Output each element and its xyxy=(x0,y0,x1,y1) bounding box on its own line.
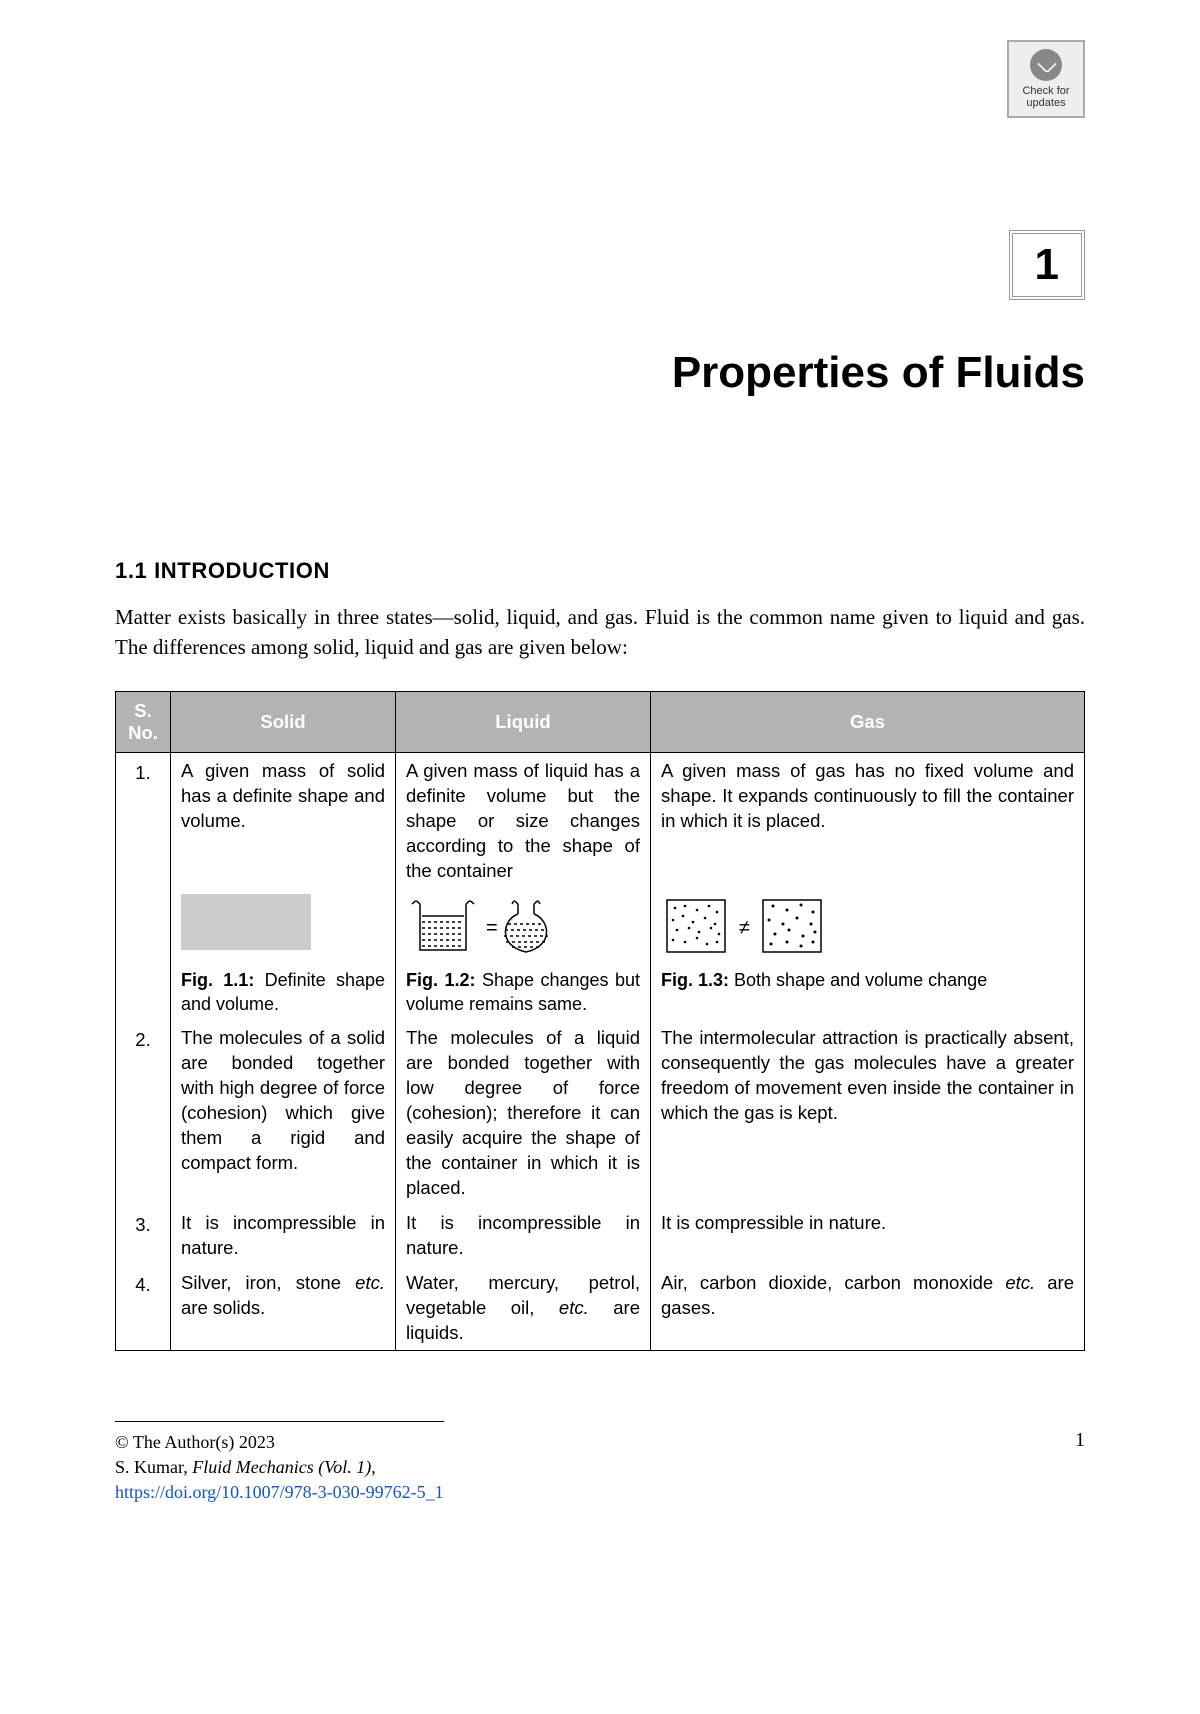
fig-1-3: ≠ xyxy=(651,888,1085,962)
table-row: 1. A given mass of solid has a definite … xyxy=(116,752,1085,887)
th-liquid: Liquid xyxy=(396,691,651,752)
cell-solid: A given mass of solid has a definite sha… xyxy=(171,752,396,887)
cell-liquid: The molecules of a liquid are bonded tog… xyxy=(396,1020,651,1205)
doi-link[interactable]: https://doi.org/10.1007/978-3-030-99762-… xyxy=(115,1482,444,1502)
badge-line1: Check for xyxy=(1022,85,1069,97)
update-icon xyxy=(1030,49,1062,81)
gas-containers-icon: ≠ xyxy=(661,894,841,958)
page-footer: © The Author(s) 2023 S. Kumar, Fluid Mec… xyxy=(115,1421,1085,1506)
cell-gas: The intermolecular attraction is practic… xyxy=(651,1020,1085,1205)
table-row: 3. It is incompressible in nature. It is… xyxy=(116,1205,1085,1265)
cell-gas: A given mass of gas has no fixed volume … xyxy=(651,752,1085,887)
fig-1-2-caption: Fig. 1.2: Shape changes but volume remai… xyxy=(396,962,651,1021)
table-caption-row: Fig. 1.1: Definite shape and volume. Fig… xyxy=(116,962,1085,1021)
liquid-containers-icon: = xyxy=(406,894,576,958)
badge-line2: updates xyxy=(1026,97,1065,109)
table-row: 4. Silver, iron, stone etc. are solids. … xyxy=(116,1265,1085,1350)
cell-sno: 1. xyxy=(116,752,171,887)
svg-text:=: = xyxy=(486,917,498,939)
table-figure-row: = xyxy=(116,888,1085,962)
page: Check for updates 1 Properties of Fluids… xyxy=(0,0,1200,1566)
author-line: S. Kumar, Fluid Mechanics (Vol. 1), xyxy=(115,1455,444,1480)
cell-gas: Air, carbon dioxide, carbon monoxide etc… xyxy=(651,1265,1085,1350)
chapter-number: 1 xyxy=(1009,230,1085,300)
cell-gas: It is compressible in nature. xyxy=(651,1205,1085,1265)
th-gas: Gas xyxy=(651,691,1085,752)
comparison-table: S. No. Solid Liquid Gas 1. A given mass … xyxy=(115,691,1085,1351)
cell-sno: 3. xyxy=(116,1205,171,1265)
cell-liquid: A given mass of liquid has a definite vo… xyxy=(396,752,651,887)
th-solid: Solid xyxy=(171,691,396,752)
section-heading: 1.1 INTRODUCTION xyxy=(115,558,1085,584)
intro-paragraph: Matter exists basically in three states—… xyxy=(115,602,1085,663)
cell-liquid: It is incompressible in nature. xyxy=(396,1205,651,1265)
cell-solid: The molecules of a solid are bonded toge… xyxy=(171,1020,396,1205)
cell-solid: Silver, iron, stone etc. are solids. xyxy=(171,1265,396,1350)
solid-block-icon xyxy=(181,894,311,950)
footer-citation: © The Author(s) 2023 S. Kumar, Fluid Mec… xyxy=(115,1421,444,1506)
cell-sno: 4. xyxy=(116,1265,171,1350)
fig-1-1 xyxy=(171,888,396,962)
check-for-updates-badge[interactable]: Check for updates xyxy=(1007,40,1085,118)
cell-liquid: Water, mercury, petrol, vegetable oil, e… xyxy=(396,1265,651,1350)
fig-1-3-caption: Fig. 1.3: Both shape and volume change xyxy=(651,962,1085,1021)
table-row: 2. The molecules of a solid are bonded t… xyxy=(116,1020,1085,1205)
copyright-line: © The Author(s) 2023 xyxy=(115,1430,444,1455)
table-header-row: S. No. Solid Liquid Gas xyxy=(116,691,1085,752)
cell-solid: It is incompressible in nature. xyxy=(171,1205,396,1265)
fig-1-1-caption: Fig. 1.1: Definite shape and volume. xyxy=(171,962,396,1021)
fig-1-2: = xyxy=(396,888,651,962)
chapter-number-wrap: 1 xyxy=(115,230,1085,300)
th-sno: S. No. xyxy=(116,691,171,752)
page-number: 1 xyxy=(1075,1421,1085,1452)
chapter-title: Properties of Fluids xyxy=(115,348,1085,398)
cell-sno: 2. xyxy=(116,1020,171,1205)
svg-text:≠: ≠ xyxy=(739,917,750,939)
